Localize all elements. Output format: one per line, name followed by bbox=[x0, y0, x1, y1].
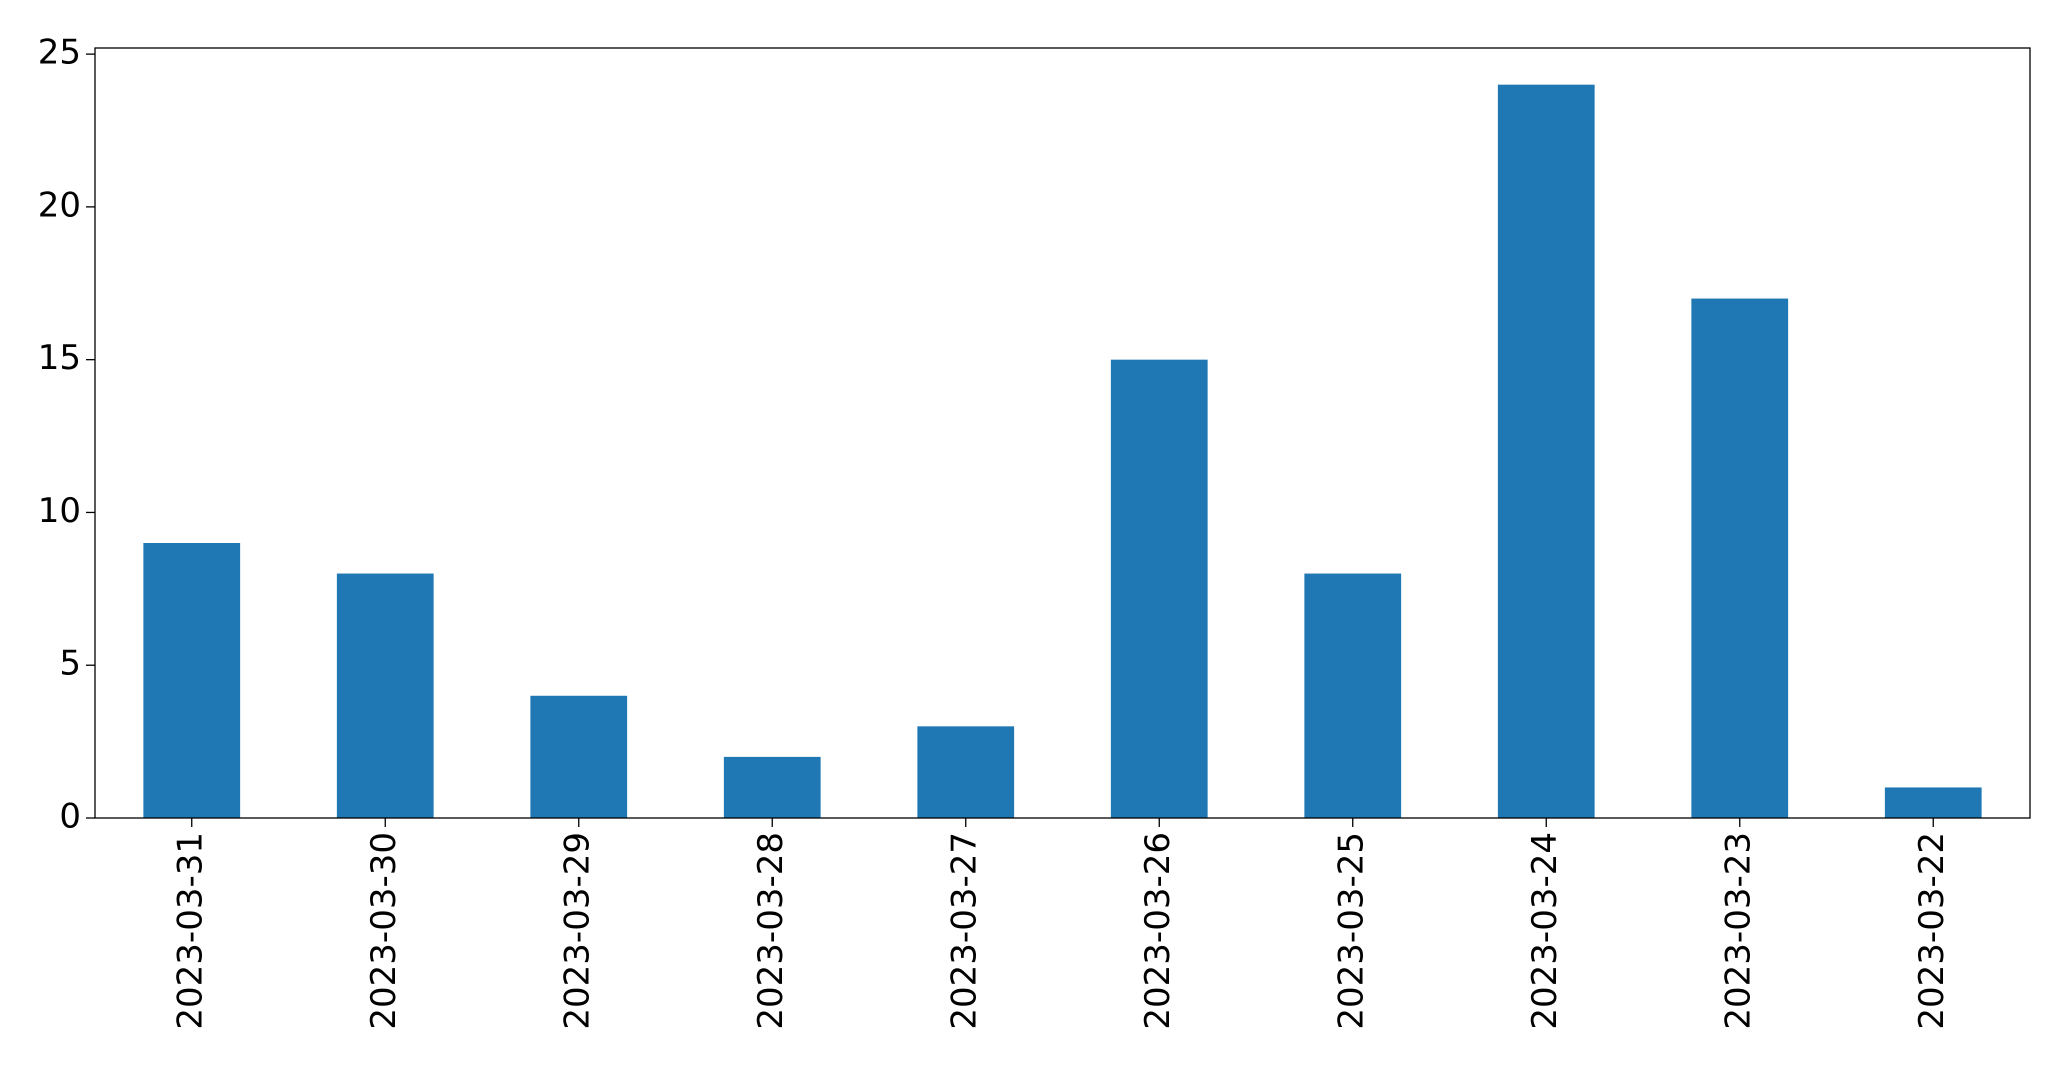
x-tick-label: 2023-03-22 bbox=[1912, 832, 1952, 1030]
x-tick-label: 2023-03-29 bbox=[557, 832, 597, 1030]
bar bbox=[1884, 787, 1982, 818]
x-tick-label: 2023-03-26 bbox=[1138, 832, 1178, 1030]
bar bbox=[1497, 84, 1595, 818]
y-tick-label: 25 bbox=[38, 33, 81, 73]
x-tick-label: 2023-03-24 bbox=[1525, 832, 1565, 1030]
y-tick-label: 0 bbox=[59, 797, 81, 837]
y-tick-label: 15 bbox=[38, 338, 81, 378]
x-tick-label: 2023-03-23 bbox=[1718, 832, 1758, 1030]
y-tick-label: 20 bbox=[38, 185, 81, 225]
x-tick-label: 2023-03-31 bbox=[170, 832, 210, 1030]
y-tick-label: 10 bbox=[38, 491, 81, 531]
plot-frame bbox=[94, 47, 2031, 819]
x-tick-label: 2023-03-27 bbox=[944, 832, 984, 1030]
bar bbox=[917, 726, 1015, 818]
bar bbox=[1110, 359, 1208, 818]
y-tick-label: 5 bbox=[59, 644, 81, 684]
bar bbox=[143, 543, 241, 818]
x-tick-label: 2023-03-28 bbox=[751, 832, 791, 1030]
bar bbox=[1304, 573, 1402, 818]
bar bbox=[530, 695, 628, 818]
x-tick-label: 2023-03-30 bbox=[364, 832, 404, 1030]
bar bbox=[1691, 298, 1789, 818]
x-tick-label: 2023-03-25 bbox=[1331, 832, 1371, 1030]
bar bbox=[723, 756, 821, 818]
bar bbox=[336, 573, 434, 818]
